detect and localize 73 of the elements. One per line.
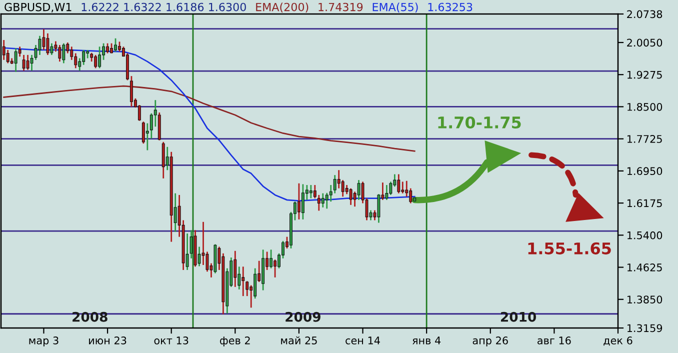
candlestick: [274, 258, 277, 278]
candlestick: [46, 32, 50, 56]
candlestick: [297, 182, 300, 220]
candlestick: [389, 181, 392, 196]
line-series: [3, 85, 416, 152]
candlestick: [385, 184, 388, 201]
text: EMA(200): [256, 2, 308, 13]
candlestick: [142, 120, 145, 144]
candlestick: [98, 46, 102, 69]
candlestick: [321, 192, 324, 208]
candlestick: [70, 46, 74, 61]
candlestick: [42, 28, 46, 51]
candlestick: [110, 42, 113, 54]
y-tick-label: 1.9275: [627, 70, 662, 79]
x-tick-label: фев 2: [220, 336, 250, 346]
candlestick: [317, 194, 320, 212]
candlestick: [349, 188, 352, 206]
annotation: 2009: [286, 312, 320, 322]
text: 1.74319: [318, 2, 363, 12]
chart-title: GBPUSD,W1: [4, 2, 72, 12]
candlestick: [118, 40, 121, 52]
x-tick-label: апр 26: [472, 336, 508, 346]
annotation: 2008: [72, 312, 108, 322]
candlestick: [26, 54, 30, 71]
annotation: 1.70-1.75: [438, 116, 521, 129]
candlestick: [114, 38, 117, 52]
candlestick: [138, 104, 141, 122]
candlestick: [38, 35, 42, 56]
candlestick: [377, 193, 380, 224]
text: 1.6222 1.6322 1.6186 1.6300: [82, 2, 246, 12]
y-tick-label: 1.5400: [627, 231, 662, 240]
text: 1.63253: [428, 2, 472, 12]
y-tick-label: 1.6950: [627, 167, 662, 176]
candlestick: [401, 181, 404, 194]
candlestick: [94, 54, 98, 69]
candlestick: [6, 49, 10, 64]
x-tick-label: сен 14: [346, 336, 380, 344]
candlestick: [254, 268, 257, 300]
x-tick-label: окт 13: [154, 336, 188, 344]
candlestick: [397, 174, 400, 194]
annotation: 2010: [500, 312, 536, 322]
y-tick-label: 1.3159: [627, 324, 662, 332]
x-tick-label: авг 16: [538, 336, 571, 344]
candlestick: [234, 250, 237, 288]
y-tick-label: 1.3850: [627, 296, 662, 304]
candlestick: [341, 179, 344, 198]
candlestick: [22, 54, 26, 72]
y-tick-label: 1.6175: [627, 199, 662, 208]
candlestick: [333, 174, 336, 194]
y-tick-label: 1.8500: [627, 102, 662, 111]
text: EMA(55): [372, 2, 418, 13]
y-tick-label: 1.4625: [627, 263, 662, 272]
candlestick: [58, 44, 62, 62]
candlestick: [309, 184, 312, 199]
candlestick: [62, 42, 66, 64]
candlestick: [130, 75, 133, 108]
candlestick: [357, 179, 360, 201]
y-tick-label: 2.0738: [627, 10, 662, 18]
y-tick-label: 2.0050: [627, 38, 662, 47]
x-tick-label: дек 6: [604, 336, 632, 346]
candlestick: [242, 266, 245, 297]
x-tick-label: май 25: [281, 336, 317, 344]
y-tick-label: 1.7725: [627, 135, 662, 143]
candlestick: [2, 39, 6, 61]
candlestick: [301, 184, 304, 220]
candlestick: [106, 42, 110, 54]
annotation: 1.55-1.65: [528, 242, 611, 254]
candlestick: [270, 248, 273, 269]
x-tick-label: мар 3: [29, 336, 58, 346]
candlestick: [162, 141, 165, 180]
x-tick-label: июн 23: [89, 336, 126, 344]
x-tick-label: янв 4: [412, 336, 441, 344]
candlestick: [14, 48, 18, 73]
